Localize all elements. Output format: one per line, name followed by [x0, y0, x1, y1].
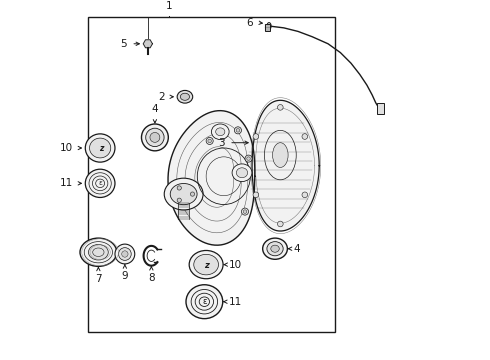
Ellipse shape	[267, 23, 271, 30]
Ellipse shape	[189, 251, 223, 279]
Ellipse shape	[170, 184, 197, 205]
Text: 1: 1	[166, 1, 172, 11]
Ellipse shape	[119, 248, 131, 260]
Ellipse shape	[253, 134, 259, 139]
Ellipse shape	[267, 242, 283, 256]
Polygon shape	[252, 100, 319, 231]
Ellipse shape	[206, 138, 213, 144]
Ellipse shape	[234, 127, 242, 134]
Ellipse shape	[271, 245, 279, 252]
Text: 7: 7	[95, 274, 102, 284]
Ellipse shape	[194, 255, 219, 275]
Text: 10: 10	[229, 260, 242, 270]
Ellipse shape	[90, 138, 111, 158]
Text: 2: 2	[158, 92, 165, 102]
Polygon shape	[168, 111, 255, 245]
Ellipse shape	[177, 90, 193, 103]
Text: 4: 4	[151, 104, 158, 114]
Text: ε: ε	[202, 297, 207, 306]
Text: 8: 8	[148, 274, 155, 283]
Text: z: z	[204, 261, 209, 270]
Ellipse shape	[208, 139, 211, 143]
Ellipse shape	[115, 244, 135, 264]
Ellipse shape	[122, 251, 128, 257]
Ellipse shape	[80, 238, 117, 266]
Ellipse shape	[272, 143, 288, 167]
Ellipse shape	[236, 168, 247, 178]
Text: 9: 9	[122, 271, 128, 281]
Ellipse shape	[242, 208, 248, 215]
Text: 10: 10	[60, 143, 73, 153]
Ellipse shape	[191, 192, 195, 196]
Polygon shape	[143, 40, 152, 48]
Ellipse shape	[89, 244, 108, 260]
Ellipse shape	[263, 238, 288, 259]
Text: 3: 3	[218, 138, 225, 148]
Bar	[88, 17, 335, 332]
Text: ε: ε	[98, 180, 102, 186]
Text: 4: 4	[294, 244, 300, 254]
Ellipse shape	[177, 186, 181, 190]
Text: 5: 5	[121, 39, 127, 49]
Ellipse shape	[211, 124, 229, 140]
Ellipse shape	[302, 192, 308, 198]
Ellipse shape	[277, 221, 283, 227]
Text: 6: 6	[246, 18, 253, 28]
Ellipse shape	[146, 128, 164, 147]
Ellipse shape	[142, 124, 169, 151]
Ellipse shape	[253, 192, 259, 198]
Ellipse shape	[180, 93, 190, 100]
Ellipse shape	[247, 157, 250, 160]
Ellipse shape	[216, 128, 225, 136]
Bar	[377, 103, 384, 114]
Text: 11: 11	[60, 178, 73, 188]
Ellipse shape	[277, 104, 283, 110]
Bar	[266, 24, 270, 31]
Text: z: z	[98, 144, 103, 153]
Ellipse shape	[186, 285, 223, 319]
Ellipse shape	[177, 198, 181, 202]
Ellipse shape	[245, 155, 252, 162]
Ellipse shape	[243, 210, 247, 213]
Ellipse shape	[150, 132, 160, 142]
Text: 11: 11	[229, 297, 242, 307]
Ellipse shape	[236, 129, 240, 132]
Ellipse shape	[85, 169, 115, 198]
Ellipse shape	[85, 134, 115, 162]
Ellipse shape	[232, 164, 252, 181]
Ellipse shape	[302, 134, 308, 139]
Ellipse shape	[164, 178, 203, 210]
